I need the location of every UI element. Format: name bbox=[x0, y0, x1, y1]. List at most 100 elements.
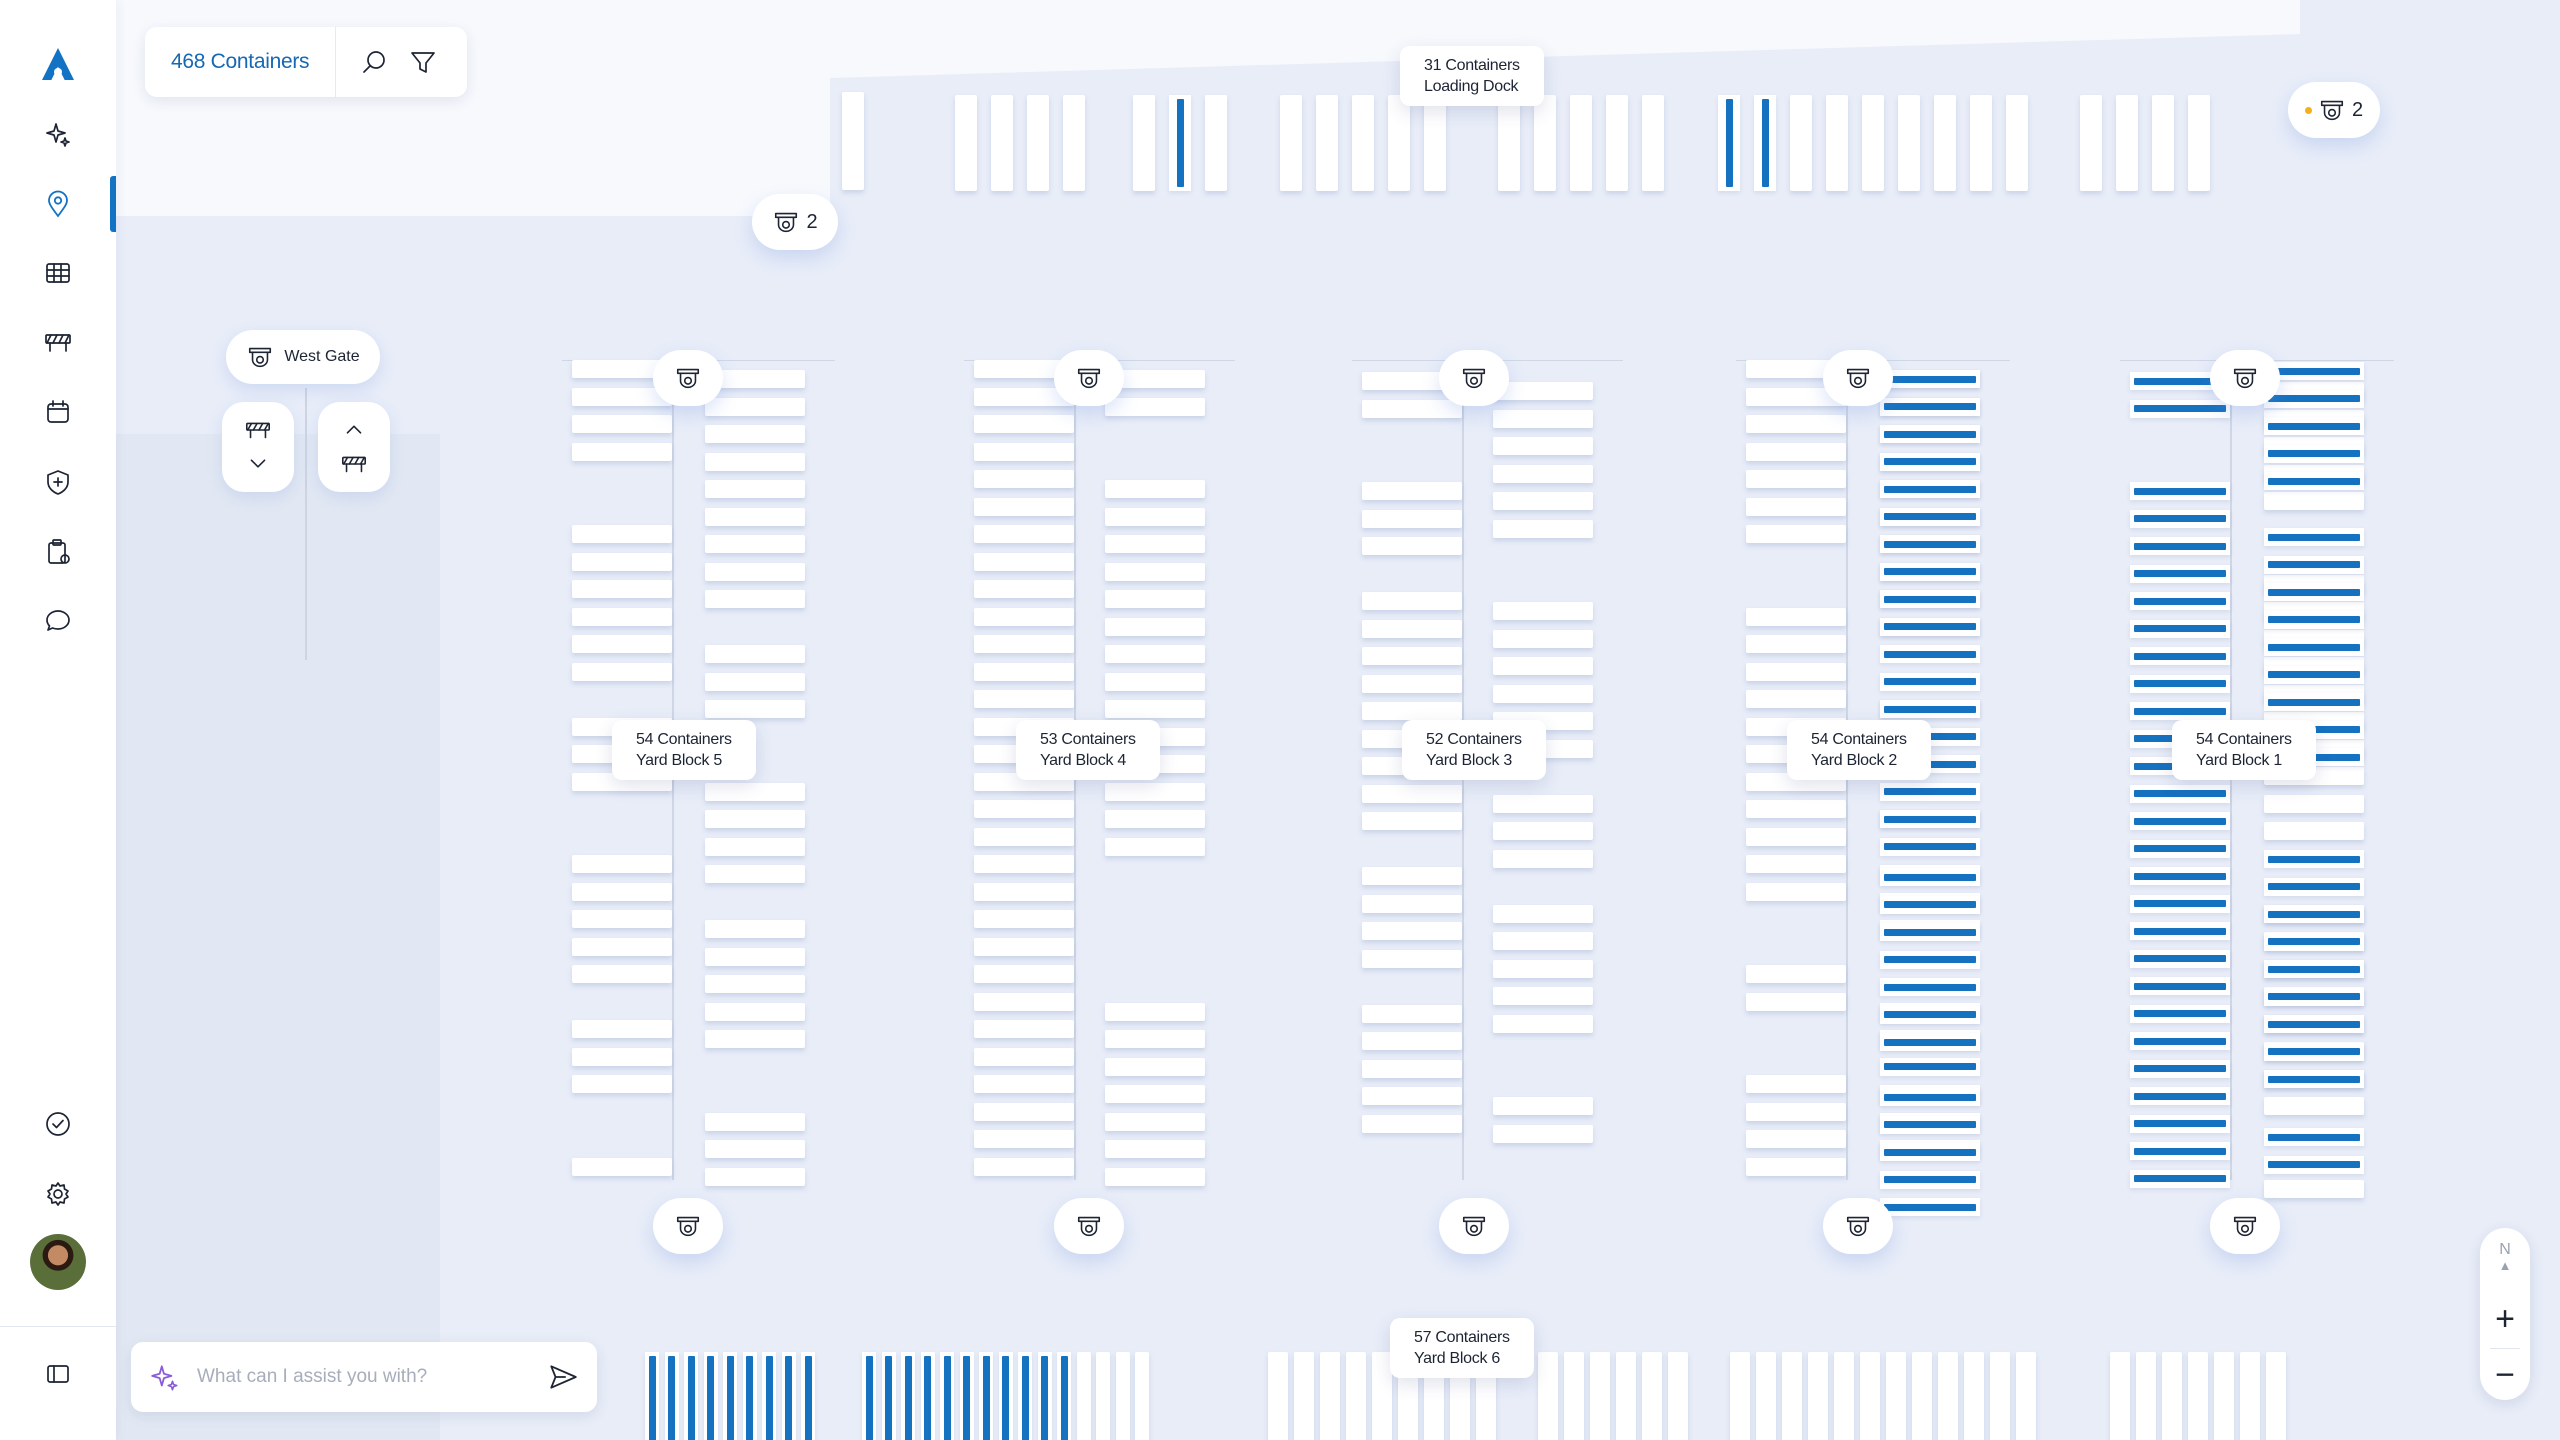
container-slot[interactable] bbox=[705, 1002, 805, 1021]
container-slot[interactable] bbox=[2264, 693, 2364, 711]
container-slot[interactable] bbox=[1362, 922, 1462, 940]
container-slot[interactable] bbox=[1063, 95, 1085, 191]
container-slot[interactable] bbox=[705, 397, 805, 416]
container-slot[interactable] bbox=[2130, 482, 2230, 500]
container-slot[interactable] bbox=[2264, 1097, 2364, 1115]
container-slot[interactable] bbox=[940, 1352, 954, 1440]
container-slot[interactable] bbox=[2130, 1059, 2230, 1078]
container-slot[interactable] bbox=[705, 370, 805, 388]
container-slot[interactable] bbox=[1880, 810, 1980, 828]
container-slot[interactable] bbox=[974, 1102, 1074, 1121]
container-slot[interactable] bbox=[974, 1130, 1074, 1148]
container-slot[interactable] bbox=[2080, 95, 2102, 191]
container-slot[interactable] bbox=[2162, 1352, 2182, 1440]
container-slot[interactable] bbox=[1862, 95, 1884, 191]
container-slot[interactable] bbox=[2264, 987, 2364, 1006]
container-slot[interactable] bbox=[1362, 949, 1462, 968]
container-slot[interactable] bbox=[572, 580, 672, 598]
container-slot[interactable] bbox=[1880, 1198, 1980, 1216]
container-slot[interactable] bbox=[1362, 1059, 1462, 1078]
camera-pin[interactable] bbox=[1054, 350, 1124, 406]
container-slot[interactable] bbox=[1590, 1352, 1610, 1440]
container-slot[interactable] bbox=[1964, 1352, 1984, 1440]
container-slot[interactable] bbox=[2130, 537, 2230, 555]
container-slot[interactable] bbox=[1493, 492, 1593, 510]
container-slot[interactable] bbox=[2130, 372, 2230, 390]
container-slot[interactable] bbox=[572, 552, 672, 571]
container-slot[interactable] bbox=[1746, 827, 1846, 846]
container-slot[interactable] bbox=[1834, 1352, 1854, 1440]
send-icon[interactable] bbox=[547, 1361, 579, 1393]
container-slot[interactable] bbox=[2110, 1352, 2130, 1440]
container-slot[interactable] bbox=[2130, 784, 2230, 803]
container-slot[interactable] bbox=[1105, 1140, 1205, 1158]
container-slot[interactable] bbox=[1362, 592, 1462, 610]
container-slot[interactable] bbox=[2130, 1114, 2230, 1133]
container-slot[interactable] bbox=[1564, 1352, 1584, 1440]
container-slot[interactable] bbox=[901, 1352, 915, 1440]
shield-plus-icon[interactable] bbox=[34, 458, 82, 506]
container-slot[interactable] bbox=[1934, 95, 1956, 191]
container-slot[interactable] bbox=[1105, 370, 1205, 388]
container-slot[interactable] bbox=[1880, 507, 1980, 526]
container-slot[interactable] bbox=[572, 855, 672, 873]
container-slot[interactable] bbox=[1880, 950, 1980, 969]
container-slot[interactable] bbox=[1362, 1087, 1462, 1105]
camera-pin[interactable] bbox=[653, 350, 723, 406]
camera-pin[interactable] bbox=[653, 1198, 723, 1254]
container-slot[interactable] bbox=[2264, 472, 2364, 490]
search-icon[interactable] bbox=[360, 47, 390, 77]
container-slot[interactable] bbox=[974, 965, 1074, 983]
container-slot[interactable] bbox=[1880, 700, 1980, 718]
container-count[interactable]: 468 Containers bbox=[145, 27, 337, 97]
container-slot[interactable] bbox=[1730, 1352, 1750, 1440]
container-slot[interactable] bbox=[2240, 1352, 2260, 1440]
container-slot[interactable] bbox=[1498, 95, 1520, 191]
container-slot[interactable] bbox=[1880, 923, 1980, 941]
container-slot[interactable] bbox=[974, 992, 1074, 1011]
container-slot[interactable] bbox=[979, 1352, 993, 1440]
container-slot[interactable] bbox=[2264, 362, 2364, 380]
container-slot[interactable] bbox=[705, 865, 805, 883]
container-slot[interactable] bbox=[572, 607, 672, 626]
container-slot[interactable] bbox=[1746, 470, 1846, 488]
container-slot[interactable] bbox=[2130, 564, 2230, 583]
container-slot[interactable] bbox=[1493, 959, 1593, 978]
container-slot[interactable] bbox=[2264, 932, 2364, 951]
gear-icon[interactable] bbox=[34, 1170, 82, 1218]
container-slot[interactable] bbox=[2116, 95, 2138, 191]
container-slot[interactable] bbox=[1294, 1352, 1314, 1440]
container-slot[interactable] bbox=[705, 672, 805, 691]
container-slot[interactable] bbox=[2152, 95, 2174, 191]
container-slot[interactable] bbox=[1746, 1157, 1846, 1176]
camera-pin[interactable] bbox=[1823, 350, 1893, 406]
chat-icon[interactable] bbox=[34, 597, 82, 645]
container-slot[interactable] bbox=[2264, 583, 2364, 601]
container-slot[interactable] bbox=[974, 937, 1074, 956]
camera-pin[interactable] bbox=[2210, 350, 2280, 406]
container-slot[interactable] bbox=[1362, 702, 1462, 720]
container-slot[interactable] bbox=[705, 837, 805, 856]
container-slot[interactable] bbox=[572, 525, 672, 543]
container-slot[interactable] bbox=[1362, 867, 1462, 885]
container-slot[interactable] bbox=[1642, 95, 1664, 191]
gate-exit-control[interactable] bbox=[222, 402, 294, 492]
container-slot[interactable] bbox=[1018, 1352, 1032, 1440]
container-slot[interactable] bbox=[1538, 1352, 1558, 1440]
compass-north[interactable]: N ▲ bbox=[2498, 1241, 2512, 1274]
container-slot[interactable] bbox=[1746, 690, 1846, 708]
container-slot[interactable] bbox=[2130, 867, 2230, 885]
container-slot[interactable] bbox=[974, 552, 1074, 571]
container-slot[interactable] bbox=[974, 1020, 1074, 1038]
container-slot[interactable] bbox=[2264, 905, 2364, 923]
loading-dock-label[interactable]: 31 Containers Loading Dock bbox=[1400, 46, 1544, 106]
container-slot[interactable] bbox=[1362, 509, 1462, 528]
camera-cluster-pin[interactable]: 2 bbox=[2288, 82, 2380, 138]
container-slot[interactable] bbox=[1880, 370, 1980, 388]
container-slot[interactable] bbox=[762, 1352, 776, 1440]
container-slot[interactable] bbox=[1362, 482, 1462, 500]
container-slot[interactable] bbox=[2130, 702, 2230, 720]
container-slot[interactable] bbox=[1938, 1352, 1958, 1440]
container-slot[interactable] bbox=[572, 415, 672, 433]
container-slot[interactable] bbox=[1616, 1352, 1636, 1440]
